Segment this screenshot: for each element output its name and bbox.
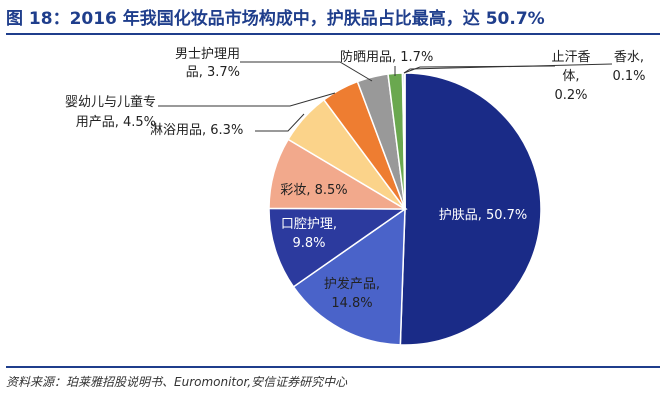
pie-slice-3 <box>268 207 408 288</box>
slice-label-5-line-1: 淋浴用品, 6.3% <box>150 123 243 138</box>
source-divider <box>6 366 660 368</box>
figure-title: 图 18：2016 年我国化妆品市场构成中，护肤品占比最高，达 50.7% <box>6 9 545 29</box>
slice-label-4-line-1: 彩妆, 8.5% <box>280 183 347 198</box>
slice-label-9-line-1: 止汗香 <box>551 50 590 65</box>
slice-label-10-line-1: 香水, <box>614 50 644 65</box>
leader-line-5 <box>255 113 305 132</box>
slice-label-7-line-2: 品, 3.7% <box>186 65 240 80</box>
leader-line-10 <box>403 63 613 74</box>
slice-label-7-line-1: 男士护理用 <box>175 47 240 62</box>
slice-label-9-line-2: 体, <box>562 69 579 84</box>
slice-label-2-line-1: 护发产品, <box>324 276 380 292</box>
slice-label-3-line-2: 9.8% <box>292 236 325 251</box>
slice-label-9-line-3: 0.2% <box>554 88 587 103</box>
slice-label-2-line-2: 14.8% <box>331 296 372 311</box>
pie-slice-2 <box>292 207 406 346</box>
slice-label-6-line-2: 用产品, 4.5% <box>76 115 156 130</box>
title-divider <box>6 33 660 35</box>
slice-label-8-line-1: 防晒用品, 1.7% <box>340 49 433 65</box>
slice-label-1-line-1: 护肤品, 50.7% <box>439 208 528 223</box>
slice-label-10-line-2: 0.1% <box>612 69 645 84</box>
leader-line-7 <box>240 61 373 82</box>
leader-line-6 <box>158 92 336 107</box>
pie-slice-10 <box>403 72 406 210</box>
pie-slice-1 <box>399 72 542 346</box>
slice-label-6-line-1: 婴幼儿与儿童专 <box>65 94 156 110</box>
slice-label-3-line-1: 口腔护理, <box>281 217 337 232</box>
source-note: 资料来源：珀莱雅招股说明书、Euromonitor,安信证券研究中心 <box>6 375 348 389</box>
